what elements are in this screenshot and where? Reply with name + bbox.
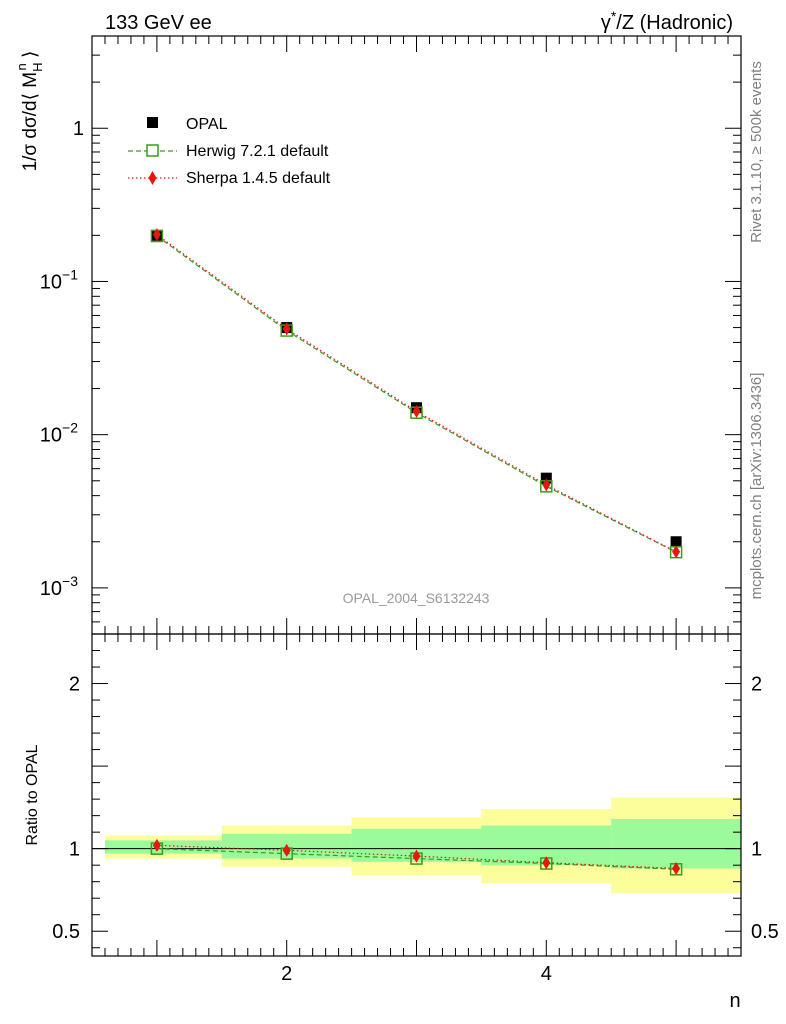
main-y-axis-label: 1/σ dσ/d⟨ MHn ⟩: [14, 51, 45, 172]
legend-herwig-marker: [146, 144, 159, 157]
ratio-y-tick-label-left: 2: [69, 674, 80, 696]
main-y-tick-base: 10: [40, 271, 62, 293]
main-y-tick-label: 10−3: [40, 573, 78, 600]
ratio-y-axis-label: Ratio to OPAL: [24, 744, 41, 845]
ratio-y-tick-label-left: 1: [69, 839, 80, 861]
main-series-markers: [150, 228, 683, 559]
main-y-tick-exponent: −2: [62, 420, 78, 436]
ratio-sherpa-point-1: [152, 838, 161, 852]
ratio-y-tick-label-left: 0.5: [52, 921, 80, 943]
legend-sherpa-marker: [148, 171, 157, 185]
main-sherpa-point-4: [542, 478, 551, 492]
ratio-bands: [104, 797, 741, 894]
ratio-sherpa-point-5: [672, 861, 681, 875]
ratio-sherpa-point-4: [542, 856, 551, 870]
main-sherpa-point-3: [412, 404, 421, 418]
main-series-lines: [156, 234, 677, 553]
ratio-inner-band-5: [611, 818, 741, 869]
main-y-label-pre: 1/σ dσ/d⟨ M: [20, 72, 41, 172]
main-y-tick-base: 10: [40, 578, 62, 600]
legend-opal-label: OPAL: [186, 116, 228, 133]
header-right-title-base: γ: [601, 12, 611, 34]
main-opal-point-5: [670, 536, 682, 548]
ratio-sherpa-point-3: [412, 849, 421, 863]
main-y-tick-label: 10−2: [40, 420, 78, 447]
analysis-watermark: OPAL_2004_S6132243: [343, 590, 490, 606]
legend-opal-marker: [147, 117, 158, 128]
x-tick-label-2: 2: [281, 963, 292, 985]
main-y-tick-label: 1: [73, 118, 84, 140]
main-y-label-sup: n: [14, 63, 29, 70]
axes-ticks: 2 410−310−210−110.5 0.51 12 2: [40, 35, 779, 985]
rivet-label: Rivet 3.1.10, ≥ 500k events: [748, 61, 765, 243]
main-y-tick-base: 10: [40, 425, 62, 447]
main-y-label-sub: H: [30, 63, 45, 72]
x-tick-label-4: 4: [541, 963, 552, 985]
ratio-sherpa-point-2: [282, 843, 291, 857]
ratio-series-markers: [150, 838, 683, 876]
header-right-title: γ*/Z (Hadronic): [601, 8, 733, 34]
header-left-title: 133 GeV ee: [105, 12, 212, 34]
ratio-inner-band-1: [104, 840, 222, 854]
main-y-tick-exponent: −3: [62, 573, 78, 589]
main-opal-point-4: [540, 472, 552, 484]
main-sherpa-line: [156, 234, 677, 553]
header-right-title-sup: *: [611, 8, 617, 24]
ratio-sherpa-line: [156, 844, 677, 870]
main-herwig-line: [156, 235, 677, 553]
main-y-label-post: ⟩: [20, 51, 41, 64]
x-axis-label: n: [729, 990, 740, 1012]
legend-herwig-label: Herwig 7.2.1 default: [186, 143, 329, 160]
main-y-tick-label: 10−1: [40, 266, 78, 293]
source-label: mcplots.cern.ch [arXiv:1306.3436]: [748, 373, 765, 600]
main-sherpa-point-5: [672, 545, 681, 559]
main-y-tick-exponent: −1: [62, 266, 78, 282]
legend: OPAL Herwig 7.2.1 default Sherpa 1.4.5 d…: [128, 116, 331, 187]
ratio-plot-frame: [91, 633, 742, 957]
legend-sherpa-label: Sherpa 1.4.5 default: [186, 170, 331, 187]
header-right-title-rest: /Z (Hadronic): [616, 12, 733, 34]
ratio-y-tick-label-right: 0.5: [751, 921, 779, 943]
main-sherpa-point-2: [282, 322, 291, 336]
main-sherpa-point-1: [152, 228, 161, 242]
ratio-y-tick-label-right: 1: [751, 839, 762, 861]
ratio-y-tick-label-right: 2: [751, 674, 762, 696]
